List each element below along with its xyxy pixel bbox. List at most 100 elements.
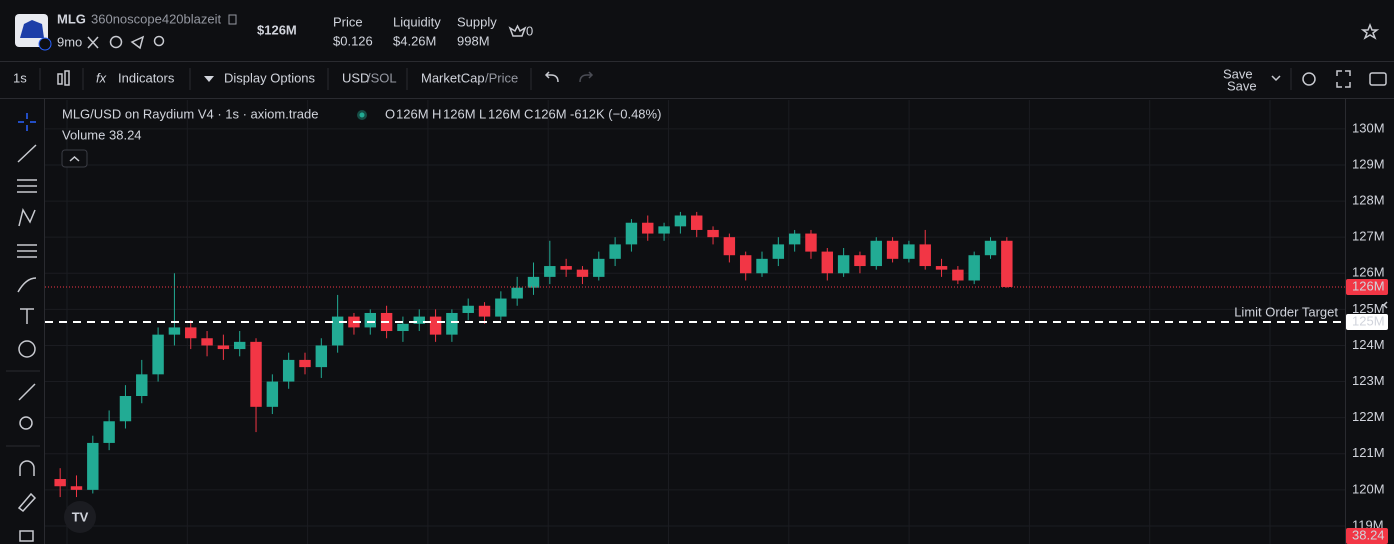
candle-body: [903, 244, 915, 259]
ohlc-label: H: [432, 106, 441, 121]
fullscreen-icon[interactable]: [1336, 70, 1351, 88]
currency-usd[interactable]: USD: [342, 70, 369, 85]
limit-order-label: Limit Order Target: [1234, 304, 1338, 319]
favorite-star[interactable]: [1360, 22, 1380, 40]
candle-body: [54, 479, 66, 487]
tradingview-logo[interactable]: [64, 501, 96, 533]
volume-label: Volume: [62, 127, 105, 142]
save-subtitle: Save: [1227, 78, 1257, 93]
candle-body: [658, 226, 670, 234]
ohlc-value: 126M: [534, 106, 567, 121]
candle-body: [119, 396, 132, 422]
trend-line-tool[interactable]: [17, 144, 37, 163]
holders: 0: [526, 23, 533, 38]
candle-body: [168, 327, 181, 335]
mode-marketcap[interactable]: MarketCap: [421, 70, 485, 85]
logo-art: [20, 20, 44, 38]
candle-body: [152, 334, 164, 375]
candle-body: [544, 266, 556, 277]
candle-body: [723, 237, 736, 256]
redo[interactable]: [579, 71, 594, 83]
copy-icon[interactable]: [228, 14, 237, 25]
ohlc-label: O: [385, 106, 395, 121]
axis-collapse[interactable]: [1382, 301, 1388, 309]
ruler-tool[interactable]: [18, 383, 36, 401]
save-menu[interactable]: [1271, 75, 1281, 82]
brush-tool[interactable]: [17, 277, 37, 293]
candle-body: [478, 305, 491, 317]
collapse-legend[interactable]: [61, 149, 88, 168]
candle-body: [87, 442, 99, 490]
search-icon[interactable]: [153, 35, 165, 47]
age: 9mo: [57, 34, 82, 49]
candle-body: [739, 255, 752, 274]
limit-order-axis-label: 125M: [1352, 313, 1385, 328]
snapshot-icon[interactable]: [1369, 72, 1387, 86]
fib-tool[interactable]: [17, 179, 37, 193]
symbol: MLG: [57, 11, 86, 26]
candle-body: [266, 381, 279, 407]
candle-body: [103, 421, 115, 443]
change: -612K (−0.48%): [570, 106, 661, 121]
fx-icon[interactable]: fx: [96, 70, 107, 85]
chart-title: MLG/USD on Raydium V4 · 1s · axiom.trade: [62, 106, 318, 121]
candle-body: [576, 269, 589, 277]
y-tick-label: 124M: [1352, 337, 1385, 352]
candle-body: [609, 244, 621, 259]
last-price-label: 126M: [1352, 278, 1385, 293]
interval-button[interactable]: 1s: [13, 70, 27, 85]
candle-body: [952, 269, 964, 281]
drawing-tools: [6, 113, 40, 542]
ohlc-value: 126M: [488, 106, 521, 121]
candle-body: [707, 229, 719, 238]
candle-body: [984, 240, 997, 256]
stat-label: Supply: [457, 14, 497, 29]
y-tick-label: 121M: [1352, 445, 1385, 460]
settings-icon[interactable]: [1302, 72, 1316, 86]
emoji-tool[interactable]: [18, 340, 36, 358]
candle-body: [625, 222, 638, 245]
magnet-tool[interactable]: [19, 460, 35, 476]
x-icon[interactable]: [87, 36, 99, 49]
candle-body: [233, 341, 246, 350]
candle-body: [919, 244, 931, 267]
telegram-icon[interactable]: [130, 35, 145, 50]
web-icon[interactable]: [109, 35, 123, 49]
ohlc-value: 126M: [396, 106, 429, 121]
stay-drawing-tool[interactable]: [17, 492, 37, 513]
ohlc-label: C: [524, 106, 533, 121]
candle-body: [805, 233, 817, 252]
candle-body: [185, 327, 197, 339]
save-button[interactable]: Save: [1223, 66, 1253, 81]
stat-label: Liquidity: [393, 14, 441, 29]
y-tick-label: 130M: [1352, 120, 1385, 135]
candle-body: [674, 215, 687, 227]
undo[interactable]: [544, 71, 559, 83]
candle-body: [837, 255, 850, 274]
status-dot: [359, 112, 365, 118]
mode-price[interactable]: /Price: [485, 70, 518, 85]
tradingview-mark: TV: [72, 509, 89, 524]
indicators-button[interactable]: Indicators: [118, 70, 175, 85]
stat-label: Price: [333, 14, 363, 29]
projection-tool[interactable]: [17, 244, 37, 258]
currency-sol[interactable]: /SOL: [367, 70, 397, 85]
pattern-tool[interactable]: [18, 208, 36, 227]
ohlc-label: L: [479, 106, 486, 121]
candle-body: [772, 244, 785, 259]
crosshair-tool[interactable]: [18, 113, 36, 131]
display-options-button[interactable]: Display Options: [224, 70, 316, 85]
candle-body: [593, 258, 605, 277]
candle-body: [527, 276, 540, 288]
lock-tool[interactable]: [19, 530, 34, 542]
text-tool[interactable]: [20, 308, 34, 324]
plot-area: 119M120M121M122M123M124M125M126M127M128M…: [45, 100, 1385, 544]
candle-body: [250, 341, 262, 407]
last-price-badge: [1346, 278, 1388, 295]
toolbar: 1s fx Indicators Display Options USD /SO…: [13, 66, 1387, 93]
chart-type-icon[interactable]: [57, 70, 70, 86]
candle-body: [642, 222, 654, 234]
candle-body: [315, 345, 328, 368]
stat-value: $4.26M: [393, 33, 436, 48]
zoom-tool[interactable]: [19, 416, 33, 430]
